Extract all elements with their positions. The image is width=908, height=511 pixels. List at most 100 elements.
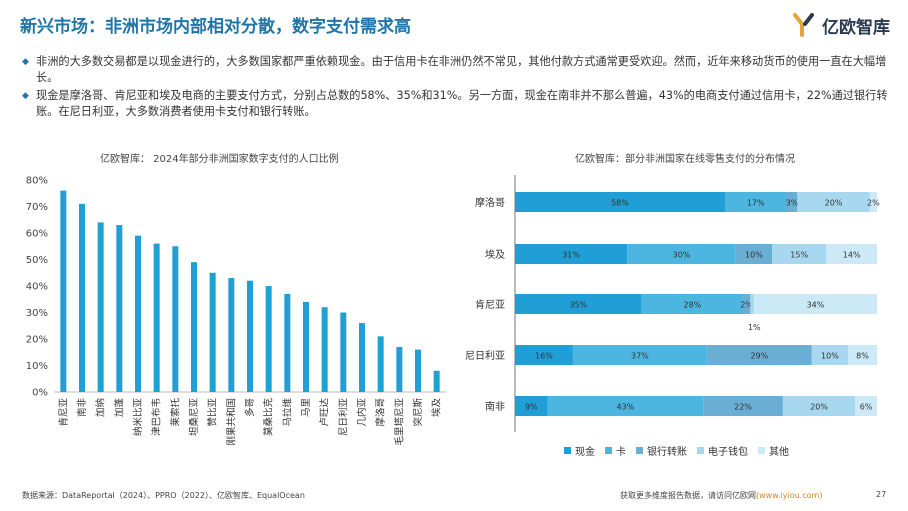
footer-cta: 获取更多维度报告数据，请访问亿欧网(www.iyiou.com)	[620, 490, 822, 501]
data-label: 28%	[683, 301, 701, 310]
stacked-segment	[547, 396, 704, 416]
data-label: 10%	[821, 352, 839, 361]
stacked-segment	[724, 192, 787, 212]
left-bar-chart: 0% 10% 20% 30% 40% 50% 60% 70% 80% 肯尼亚 南非 加纳 加蓬 纳米比亚津…	[26, 176, 446, 446]
stacked-segment	[750, 294, 754, 314]
left-chart-title: 亿欧智库： 2024年部分非洲国家数字支付的人口比例	[100, 154, 339, 165]
diamond-icon: ◆	[22, 91, 29, 101]
data-label: 34%	[807, 301, 825, 310]
stacked-segment	[703, 396, 783, 416]
data-label: 9%	[525, 403, 538, 412]
stacked-segment	[753, 294, 877, 314]
category-label: 埃及	[485, 248, 505, 261]
x-tick-label: 赞比亚	[207, 398, 219, 427]
stacked-segment	[797, 192, 870, 212]
legend-label: 电子钱包	[708, 447, 748, 458]
bar	[97, 222, 104, 392]
bar	[191, 262, 197, 392]
category-label: 摩洛哥	[475, 196, 505, 209]
diamond-icon: ◆	[22, 57, 29, 67]
x-tick-label: 刚果共和国	[226, 398, 237, 446]
data-label: 3%	[786, 199, 799, 208]
x-tick-label: 莱索托	[169, 398, 181, 427]
bar	[247, 280, 253, 392]
bar	[284, 293, 291, 392]
x-tick-label: 突尼斯	[412, 398, 424, 427]
data-label: 37%	[631, 352, 649, 361]
x-tick-label: 加蓬	[113, 398, 125, 418]
logo-mark-icon	[792, 12, 818, 38]
y-tick-label: 70%	[26, 202, 48, 213]
bar	[265, 286, 272, 392]
stacked-segment	[515, 396, 548, 416]
y-tick-label: 50%	[26, 255, 48, 266]
legend-item: 其他	[758, 443, 789, 458]
x-tick-label: 马里	[301, 398, 312, 417]
stacked-segment	[855, 396, 877, 416]
legend-swatch	[758, 447, 765, 454]
bar	[321, 307, 328, 392]
data-label: 8%	[856, 352, 869, 361]
bar	[396, 346, 403, 392]
data-label: 30%	[673, 251, 691, 260]
x-tick-label: 南非	[76, 398, 88, 418]
stacked-segment	[515, 244, 628, 264]
x-tick-label: 毛里塔尼亚	[393, 398, 405, 446]
stacked-segment	[782, 396, 856, 416]
data-label: 20%	[810, 403, 828, 412]
bar	[116, 225, 123, 392]
legend-label: 银行转账	[647, 447, 687, 458]
bullet-item: ◆ 非洲的大多数交易都是以现金进行的，大多数国家都严重依赖现金。由于信用卡在非洲…	[22, 54, 892, 86]
data-label: 22%	[734, 403, 752, 412]
data-label: 14%	[843, 251, 861, 260]
legend-swatch	[564, 447, 571, 454]
legend-item: 电子钱包	[697, 443, 748, 458]
bar	[415, 349, 421, 392]
bullet-item: ◆ 现金是摩洛哥、肯尼亚和埃及电商的主要支付方式，分别占总数的58%、35%和3…	[22, 88, 892, 120]
bar	[228, 278, 235, 392]
bar	[377, 336, 384, 392]
bar	[340, 312, 347, 392]
bar	[303, 301, 309, 392]
category-label: 南非	[485, 400, 505, 413]
x-tick-label: 津巴布韦	[151, 398, 163, 436]
stacked-segment	[811, 345, 849, 365]
x-tick-label: 卢旺达	[319, 398, 331, 427]
bar	[135, 235, 141, 392]
stacked-segment	[627, 244, 736, 264]
right-chart-title: 亿欧智库：部分非洲国家在线零售支付的分布情况	[575, 154, 795, 165]
category-label: 尼日利亚	[465, 350, 505, 362]
bar	[209, 272, 216, 392]
x-tick-label: 纳米比亚	[132, 398, 144, 437]
footer-link[interactable]: (www.iyiou.com)	[756, 491, 823, 500]
bar	[433, 370, 440, 392]
x-tick-label: 几内亚	[356, 398, 368, 427]
data-label: 1%	[748, 323, 761, 332]
data-label: 17%	[747, 199, 765, 208]
data-label: 2%	[740, 301, 753, 310]
stacked-segment	[772, 244, 827, 264]
stacked-segment	[515, 192, 725, 212]
stacked-segment	[743, 294, 751, 314]
x-tick-label: 摩洛哥	[375, 398, 387, 427]
logo-text: 亿欧智库	[822, 17, 890, 38]
x-tick-label: 坦桑尼亚	[189, 398, 200, 437]
data-label: 6%	[860, 403, 873, 412]
data-source: 数据来源：DataReportal（2024）、PPRO（2022）、亿欧智库、…	[22, 491, 305, 500]
bar	[60, 190, 67, 392]
bullet-list: ◆ 非洲的大多数交易都是以现金进行的，大多数国家都严重依赖现金。由于信用卡在非洲…	[22, 54, 892, 122]
stacked-segment	[515, 294, 642, 314]
stacked-segment	[735, 244, 773, 264]
data-label: 43%	[617, 403, 635, 412]
data-label: 2%	[867, 199, 880, 208]
data-label: 20%	[825, 199, 843, 208]
stacked-segment	[515, 345, 573, 365]
page-title: 新兴市场：非洲市场内部相对分散，数字支付需求高	[20, 17, 411, 37]
bar	[359, 323, 365, 392]
bullet-text: 非洲的大多数交易都是以现金进行的，大多数国家都严重依赖现金。由于信用卡在非洲仍然…	[36, 55, 887, 84]
data-label: 15%	[790, 251, 808, 260]
legend-label: 卡	[616, 447, 626, 458]
y-tick-label: 80%	[26, 176, 48, 187]
legend-swatch	[605, 447, 612, 454]
y-tick-label: 60%	[26, 229, 48, 240]
